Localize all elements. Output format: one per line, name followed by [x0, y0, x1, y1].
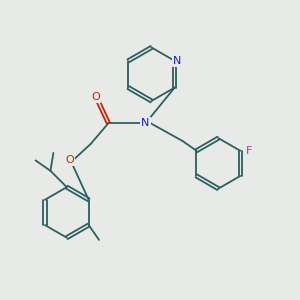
Text: F: F: [245, 146, 252, 156]
Text: O: O: [91, 92, 100, 102]
Text: N: N: [141, 118, 150, 128]
Text: N: N: [173, 56, 181, 66]
Text: O: O: [65, 155, 74, 165]
